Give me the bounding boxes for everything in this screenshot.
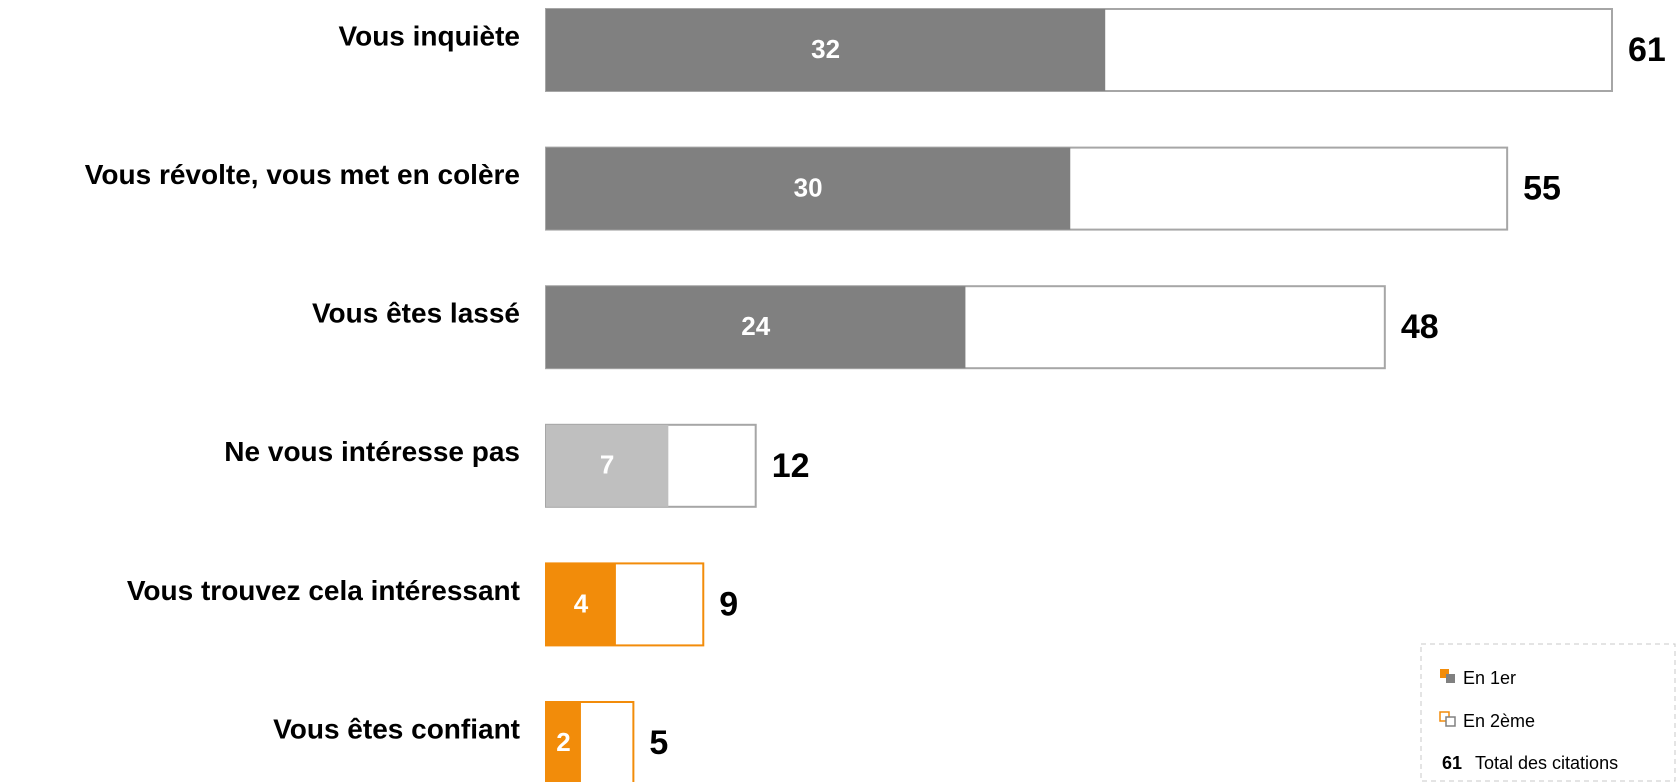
- legend-label: En 2ème: [1463, 711, 1535, 731]
- total-label: 5: [649, 724, 668, 762]
- legend-total-example: 61: [1442, 753, 1462, 773]
- first-value-label: 7: [600, 450, 614, 480]
- first-bar: [546, 9, 1106, 91]
- legend-swatch-second-gray: [1445, 716, 1456, 727]
- category-label: Vous inquiète: [339, 20, 521, 51]
- first-value-label: 30: [794, 172, 823, 202]
- total-label: 9: [719, 585, 738, 623]
- first-value-label: 32: [811, 34, 840, 64]
- legend-total-label: Total des citations: [1475, 753, 1618, 773]
- legend-box: [1420, 643, 1676, 782]
- total-label: 12: [772, 447, 810, 485]
- category-label: Ne vous intéresse pas: [224, 436, 520, 467]
- category-label: Vous êtes lassé: [312, 298, 520, 329]
- first-value-label: 2: [556, 727, 570, 757]
- category-label: Vous êtes confiant: [273, 713, 520, 744]
- first-value-label: 24: [741, 311, 770, 341]
- total-label: 61: [1628, 31, 1666, 69]
- first-bar: [546, 147, 1071, 230]
- total-label: 55: [1523, 170, 1561, 208]
- first-value-label: 4: [574, 588, 589, 618]
- total-label: 48: [1401, 308, 1439, 346]
- category-label: Vous révolte, vous met en colère: [85, 159, 520, 190]
- legend-swatch-first: [1440, 669, 1449, 678]
- first-bar: [546, 702, 581, 782]
- category-label: Vous trouvez cela intéressant: [127, 575, 520, 606]
- first-bar: [546, 424, 669, 507]
- legend-swatch-first-gray: [1446, 674, 1455, 683]
- first-bar: [546, 286, 966, 369]
- first-bar: [546, 563, 616, 646]
- legend-label: En 1er: [1463, 668, 1516, 688]
